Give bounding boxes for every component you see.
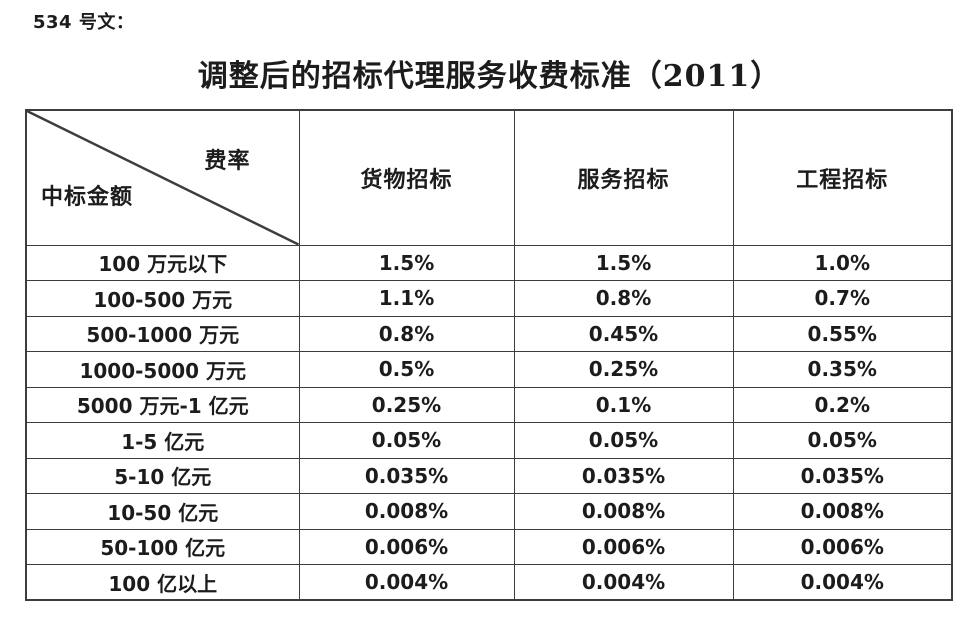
corner-label-rate: 费率 [204, 148, 251, 174]
fee-value-cell: 0.1% [513, 386, 734, 423]
fee-value-cell: 0.008% [513, 493, 734, 530]
row-label-cell: 500-1000 万元 [25, 315, 300, 352]
doc-ref-label: 534 号文： [33, 12, 135, 33]
fee-value-cell: 0.05% [513, 422, 734, 459]
column-header-service-bidding: 服务招标 [513, 109, 734, 246]
row-label-cell: 100-500 万元 [25, 280, 300, 317]
column-header-works-bidding: 工程招标 [732, 109, 953, 246]
fee-value-cell: 0.05% [298, 422, 515, 459]
page-title: 调整后的招标代理服务收费标准（2011） [197, 59, 782, 94]
fee-value-cell: 0.006% [513, 528, 734, 565]
fee-rate-table: 费率 中标金额 货物招标 服务招标 工程招标 100 万元以下 1.5% 1.5… [25, 109, 953, 601]
fee-value-cell: 0.45% [513, 315, 734, 352]
fee-value-cell: 0.004% [298, 564, 515, 601]
row-label-cell: 5000 万元-1 亿元 [25, 386, 300, 423]
row-label-cell: 5-10 亿元 [25, 457, 300, 494]
fee-value-cell: 0.035% [732, 457, 953, 494]
fee-value-cell: 0.004% [732, 564, 953, 601]
fee-value-cell: 0.2% [732, 386, 953, 423]
fee-value-cell: 0.004% [513, 564, 734, 601]
fee-value-cell: 0.008% [732, 493, 953, 530]
fee-value-cell: 0.8% [513, 280, 734, 317]
fee-value-cell: 0.25% [513, 351, 734, 388]
fee-value-cell: 1.5% [513, 244, 734, 281]
fee-value-cell: 1.5% [298, 244, 515, 281]
fee-value-cell: 1.0% [732, 244, 953, 281]
column-header-goods-bidding: 货物招标 [298, 109, 515, 246]
table-row: 1000-5000 万元 0.5% 0.25% 0.35% [25, 351, 953, 388]
table-row: 5000 万元-1 亿元 0.25% 0.1% 0.2% [25, 386, 953, 423]
table-header-row: 费率 中标金额 货物招标 服务招标 工程招标 [25, 109, 953, 246]
fee-value-cell: 0.006% [298, 528, 515, 565]
table-row: 10-50 亿元 0.008% 0.008% 0.008% [25, 493, 953, 530]
corner-header-cell: 费率 中标金额 [25, 109, 300, 246]
fee-value-cell: 0.5% [298, 351, 515, 388]
row-label-cell: 100 万元以下 [25, 244, 300, 281]
fee-value-cell: 1.1% [298, 280, 515, 317]
diagonal-divider-line [27, 111, 298, 244]
table-row: 50-100 亿元 0.006% 0.006% 0.006% [25, 528, 953, 565]
table-row: 500-1000 万元 0.8% 0.45% 0.55% [25, 315, 953, 352]
table-row: 100-500 万元 1.1% 0.8% 0.7% [25, 280, 953, 317]
row-label-cell: 50-100 亿元 [25, 528, 300, 565]
row-label-cell: 10-50 亿元 [25, 493, 300, 530]
table-row: 1-5 亿元 0.05% 0.05% 0.05% [25, 422, 953, 459]
corner-label-amount: 中标金额 [41, 183, 134, 210]
table-row: 5-10 亿元 0.035% 0.035% 0.035% [25, 457, 953, 494]
fee-value-cell: 0.008% [298, 493, 515, 530]
row-label-cell: 1-5 亿元 [25, 422, 300, 459]
fee-value-cell: 0.006% [732, 528, 953, 565]
fee-value-cell: 0.035% [298, 457, 515, 494]
fee-value-cell: 0.55% [732, 315, 953, 352]
fee-value-cell: 0.035% [513, 457, 734, 494]
fee-value-cell: 0.35% [732, 351, 953, 388]
row-label-cell: 100 亿以上 [25, 564, 300, 601]
row-label-cell: 1000-5000 万元 [25, 351, 300, 388]
fee-value-cell: 0.8% [298, 315, 515, 352]
table-row: 100 万元以下 1.5% 1.5% 1.0% [25, 244, 953, 281]
fee-value-cell: 0.05% [732, 422, 953, 459]
table-row: 100 亿以上 0.004% 0.004% 0.004% [25, 564, 953, 601]
fee-value-cell: 0.25% [298, 386, 515, 423]
fee-value-cell: 0.7% [732, 280, 953, 317]
